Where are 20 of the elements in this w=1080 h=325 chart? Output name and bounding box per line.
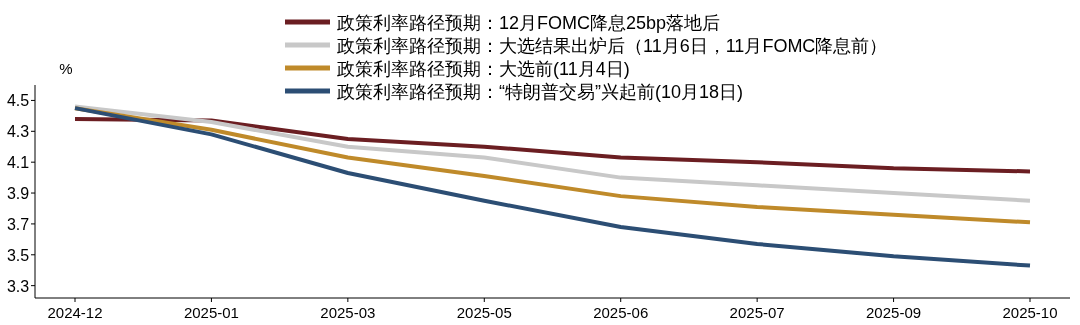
y-tick-label: 4.1 <box>6 154 30 172</box>
y-tick-label: 3.9 <box>6 185 30 203</box>
y-tick-label: 4.3 <box>6 123 30 141</box>
legend-label: 政策利率路径预期：“特朗普交易”兴起前(10月18日) <box>337 82 744 102</box>
x-tick-label: 2025-07 <box>729 304 785 321</box>
x-tick-label: 2025-05 <box>456 304 512 321</box>
y-tick-label: 3.3 <box>6 277 30 295</box>
legend-label: 政策利率路径预期：大选前(11月4日) <box>337 59 630 79</box>
x-tick-label: 2025-01 <box>183 304 239 321</box>
y-tick-label: 3.7 <box>6 215 30 233</box>
x-tick-label: 2025-09 <box>866 304 922 321</box>
y-tick-label: 3.5 <box>6 246 30 264</box>
y-axis-title: % <box>59 60 73 77</box>
legend-label: 政策利率路径预期：12月FOMC降息25bp落地后 <box>337 13 721 33</box>
legend-label: 政策利率路径预期：大选结果出炉后（11月6日，11月FOMC降息前） <box>337 36 888 56</box>
x-tick-label: 2025-06 <box>593 304 649 321</box>
x-tick-label: 2025-03 <box>320 304 376 321</box>
x-tick-label: 2025-10 <box>1002 304 1058 321</box>
x-tick-label: 2024-12 <box>47 304 103 321</box>
y-tick-label: 4.5 <box>6 92 30 110</box>
